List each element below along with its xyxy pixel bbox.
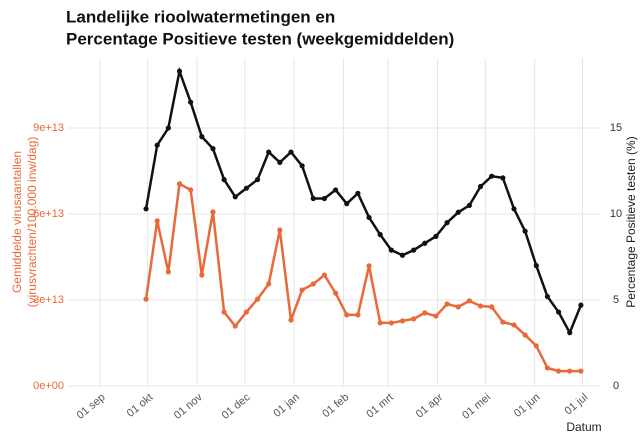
- data-point: [511, 206, 517, 212]
- data-point: [210, 146, 216, 152]
- data-point: [332, 187, 339, 193]
- data-point: [533, 263, 539, 269]
- data-point: [578, 302, 584, 308]
- y2-tick-label: 10: [610, 208, 622, 220]
- x-axis-label: Datum: [566, 420, 601, 434]
- data-point: [143, 206, 149, 212]
- data-point: [522, 228, 528, 234]
- y2-tick-label: 5: [613, 294, 619, 306]
- y-axis-label: (virusvrachten/100.000 inw/dag): [25, 137, 39, 308]
- data-point: [266, 149, 272, 155]
- data-point: [232, 194, 238, 200]
- data-point: [388, 320, 394, 326]
- data-point: [466, 202, 472, 209]
- data-point: [477, 303, 484, 309]
- y2-tick-label: 15: [610, 122, 622, 134]
- data-point: [332, 290, 339, 296]
- series-line: [144, 181, 581, 373]
- chart-title: Landelijke rioolwatermetingen en: [66, 7, 335, 26]
- data-point: [176, 68, 183, 74]
- data-point: [555, 309, 562, 315]
- data-point: [399, 252, 406, 258]
- y2-axis-label: Percentage Positieve testen (%): [624, 136, 638, 307]
- series-line: [144, 66, 583, 336]
- data-point: [511, 322, 517, 328]
- data-point: [299, 287, 305, 293]
- data-point: [411, 316, 417, 322]
- data-point: [254, 296, 261, 302]
- data-point: [544, 365, 551, 371]
- data-point: [567, 368, 573, 374]
- data-point: [243, 185, 249, 191]
- data-point: [500, 319, 506, 325]
- data-point: [344, 312, 350, 318]
- data-point: [221, 309, 227, 315]
- data-point: [366, 214, 372, 221]
- data-point: [399, 318, 406, 324]
- data-point: [165, 125, 171, 131]
- data-point: [199, 134, 205, 140]
- data-point: [266, 281, 272, 287]
- data-point: [277, 227, 283, 233]
- data-point: [355, 190, 361, 196]
- data-point: [321, 272, 328, 278]
- data-point: [366, 263, 372, 269]
- data-point: [288, 317, 294, 323]
- data-point: [544, 293, 551, 300]
- y-tick-label: 0e+00: [33, 380, 64, 392]
- data-point: [377, 232, 383, 238]
- data-point: [165, 269, 171, 275]
- data-point: [489, 173, 495, 179]
- data-point: [243, 309, 249, 315]
- data-point: [567, 330, 573, 336]
- y-tick-label: 9e+13: [33, 122, 64, 134]
- data-point: [433, 233, 439, 239]
- data-point: [355, 312, 361, 318]
- data-point: [533, 343, 539, 349]
- data-point: [466, 298, 472, 304]
- y2-tick-label: 0: [613, 380, 619, 392]
- y-tick-label: 6e+13: [33, 208, 64, 220]
- data-point: [444, 301, 450, 307]
- data-point: [221, 177, 227, 183]
- data-point: [489, 304, 495, 310]
- data-point: [344, 201, 350, 207]
- data-point: [578, 368, 584, 374]
- data-point: [288, 149, 294, 155]
- data-point: [411, 247, 417, 253]
- data-point: [210, 209, 216, 215]
- data-point: [377, 320, 383, 326]
- data-point: [154, 218, 160, 224]
- data-point: [555, 368, 562, 374]
- data-point: [199, 272, 205, 278]
- data-point: [299, 163, 305, 169]
- data-point: [188, 187, 194, 193]
- data-point: [254, 177, 261, 183]
- data-point: [455, 304, 461, 310]
- data-point: [310, 195, 316, 202]
- data-point: [321, 195, 328, 202]
- data-point: [176, 181, 183, 187]
- data-point: [444, 220, 450, 226]
- data-point: [277, 159, 283, 166]
- data-point: [154, 142, 160, 148]
- data-point: [232, 323, 238, 329]
- data-point: [500, 175, 506, 181]
- y-axis-label: Gemiddelde virusaantallen: [10, 151, 24, 293]
- data-point: [455, 209, 461, 215]
- data-point: [188, 99, 194, 105]
- data-point: [422, 240, 428, 246]
- data-point: [477, 183, 484, 190]
- data-point: [310, 281, 316, 287]
- y-tick-label: 3e+13: [33, 294, 64, 306]
- data-point: [388, 247, 394, 253]
- chart-title: Percentage Positieve testen (weekgemidde…: [66, 29, 454, 48]
- data-point: [143, 296, 149, 302]
- data-point: [422, 310, 428, 316]
- data-point: [433, 313, 439, 319]
- data-point: [522, 332, 528, 338]
